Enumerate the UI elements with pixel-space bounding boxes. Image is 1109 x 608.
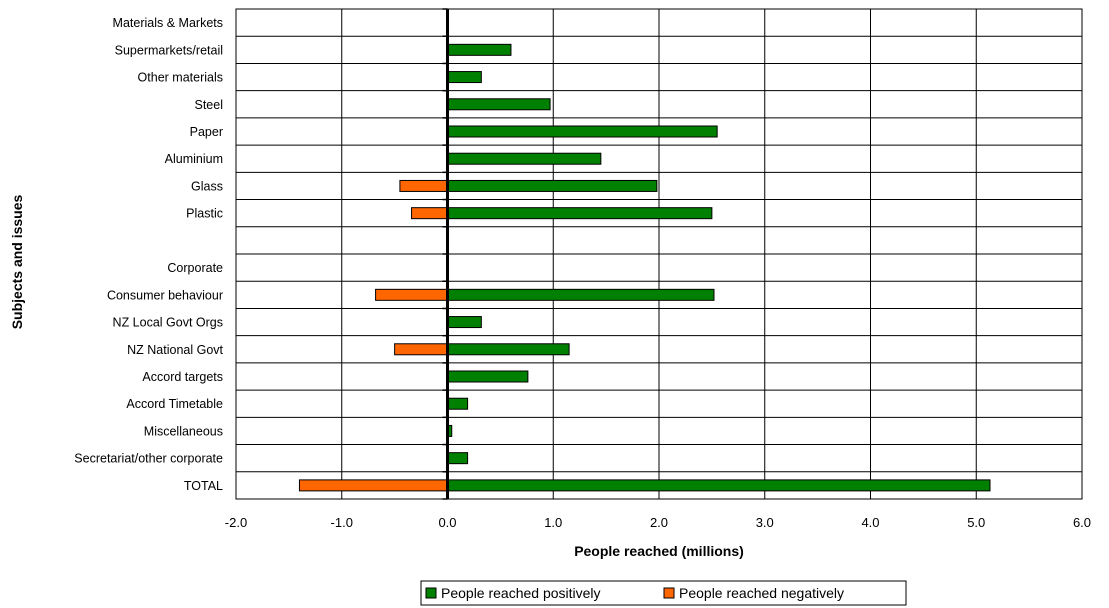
bar-positive	[447, 43, 512, 56]
category-label: Secretariat/other corporate	[74, 452, 223, 466]
category-label: Corporate	[167, 261, 223, 275]
bar-negative	[411, 207, 449, 220]
category-label: TOTAL	[184, 479, 223, 493]
gridlines	[235, 9, 1083, 499]
x-tick-label: -1.0	[331, 515, 353, 530]
bar-positive	[447, 71, 482, 84]
category-label: Plastic	[186, 207, 223, 221]
legend-negative-swatch	[663, 587, 675, 599]
category-label: Steel	[195, 98, 224, 112]
category-label: Aluminium	[165, 152, 223, 166]
zero-axis	[442, 8, 449, 500]
category-label: Accord targets	[142, 370, 223, 384]
bar-negative	[394, 343, 448, 356]
bar-positive	[447, 316, 482, 329]
x-tick-labels: -2.0 -1.0 0.0 1.0 2.0 3.0 4.0 5.0 6.0	[225, 515, 1091, 530]
bar-negative	[375, 288, 448, 301]
x-tick-label: 6.0	[1073, 515, 1091, 530]
category-label: Glass	[191, 179, 223, 193]
bar-positive	[447, 207, 713, 220]
legend-positive-label: People reached positively	[441, 585, 601, 601]
x-tick-label: 4.0	[861, 515, 879, 530]
legend-positive-swatch	[425, 587, 437, 599]
bar-negative	[298, 479, 449, 492]
legend-negative-label: People reached negatively	[679, 585, 844, 601]
x-axis-title: People reached (millions)	[574, 543, 744, 559]
category-label: Materials & Markets	[113, 16, 223, 30]
bars	[298, 43, 991, 492]
category-label: Other materials	[138, 71, 223, 85]
category-label: Accord Timetable	[126, 397, 223, 411]
x-tick-label: 5.0	[967, 515, 985, 530]
category-label: NZ Local Govt Orgs	[113, 316, 223, 330]
category-label: Miscellaneous	[144, 424, 223, 438]
category-label: Consumer behaviour	[107, 288, 223, 302]
x-tick-label: -2.0	[225, 515, 247, 530]
x-tick-label: 3.0	[756, 515, 774, 530]
category-label: Supermarkets/retail	[115, 43, 223, 57]
bar-positive	[447, 397, 469, 410]
bar-positive	[447, 125, 718, 138]
bar-positive	[447, 343, 570, 356]
y-axis-title: Subjects and issues	[9, 194, 25, 329]
x-tick-label: 2.0	[650, 515, 668, 530]
category-label: NZ National Govt	[127, 343, 223, 357]
category-label: Paper	[190, 125, 223, 139]
bar-positive	[447, 152, 602, 165]
x-tick-label: 1.0	[544, 515, 562, 530]
x-tick-label: 0.0	[438, 515, 456, 530]
legend: People reached positively People reached …	[420, 580, 907, 606]
bar-positive	[447, 98, 551, 111]
category-labels: Materials & Markets Supermarkets/retail Ot…	[74, 16, 223, 493]
bar-positive	[447, 370, 529, 383]
bar-negative	[399, 179, 449, 192]
bar-positive	[447, 288, 715, 301]
bar-positive	[447, 452, 469, 465]
bar-positive	[447, 479, 991, 492]
bar-positive	[447, 179, 658, 192]
